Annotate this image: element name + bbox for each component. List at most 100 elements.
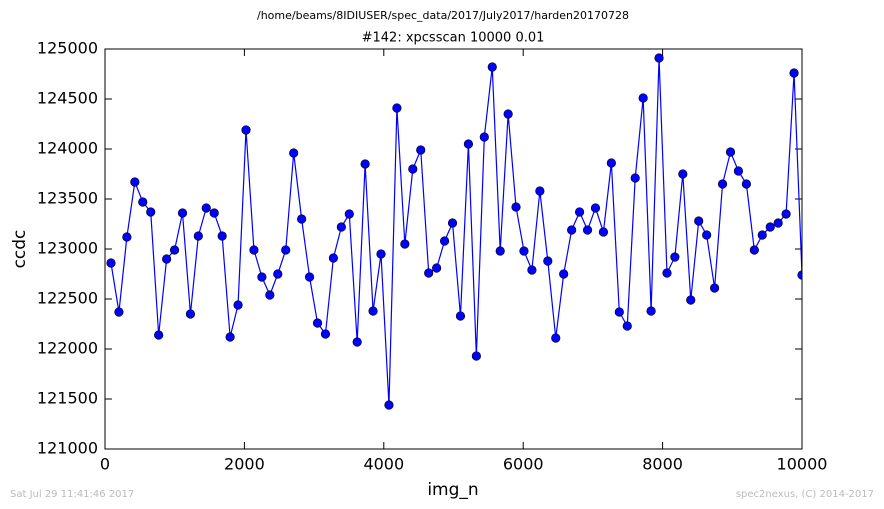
data-line	[110, 57, 802, 406]
data-point	[686, 295, 696, 305]
plot-frame	[104, 48, 803, 450]
data-point	[789, 68, 799, 78]
data-point	[344, 209, 354, 219]
data-point	[463, 139, 474, 149]
data-point	[233, 300, 243, 310]
data-point	[487, 62, 497, 72]
data-point	[114, 307, 124, 317]
data-point	[162, 254, 172, 264]
data-point	[654, 53, 664, 63]
data-point	[543, 256, 553, 266]
data-point	[384, 400, 394, 410]
data-point	[495, 246, 505, 256]
data-point	[217, 231, 227, 241]
data-point	[424, 268, 434, 278]
data-point	[614, 307, 624, 317]
data-point	[694, 216, 704, 226]
data-point	[511, 202, 521, 212]
x-tick-label: 4000	[363, 455, 404, 474]
data-point	[185, 309, 196, 319]
data-point	[297, 214, 307, 224]
data-point	[432, 263, 442, 273]
data-point	[169, 245, 180, 255]
data-point	[336, 222, 346, 232]
data-point	[646, 306, 656, 316]
data-point	[551, 333, 561, 343]
y-tick-label: 125000	[37, 39, 98, 58]
footer-left: Sat Jul 29 11:41:46 2017	[10, 489, 134, 500]
y-tick-label: 122000	[37, 339, 98, 358]
data-point	[265, 290, 275, 300]
y-tick-label: 124500	[37, 89, 98, 108]
y-tick-label: 121000	[37, 439, 98, 458]
footer-right: spec2nexus, (C) 2014-2017	[736, 489, 874, 500]
data-point	[273, 269, 283, 279]
data-point	[471, 351, 481, 361]
data-point	[312, 318, 323, 328]
data-point	[289, 148, 299, 158]
data-point	[717, 179, 728, 189]
data-point	[439, 236, 450, 246]
data-point	[193, 231, 203, 241]
data-point	[622, 321, 632, 331]
data-point	[257, 272, 267, 282]
data-point	[130, 177, 140, 187]
data-point	[733, 166, 744, 176]
y-axis-label: ccdc	[10, 230, 30, 269]
data-point	[567, 225, 577, 235]
data-point	[281, 245, 291, 255]
data-point	[519, 246, 529, 256]
data-point	[741, 179, 751, 189]
data-point	[749, 245, 759, 255]
data-point	[392, 103, 402, 113]
data-point	[598, 227, 609, 237]
data-point	[574, 207, 585, 217]
data-point	[241, 125, 251, 135]
data-point	[146, 207, 156, 217]
data-point	[590, 203, 601, 213]
data-point	[122, 232, 132, 242]
data-point	[535, 186, 545, 196]
data-point	[630, 173, 640, 183]
data-point	[368, 306, 378, 316]
y-tick-label: 124000	[37, 139, 98, 158]
data-point	[781, 209, 791, 219]
data-point	[328, 253, 339, 263]
x-tick-label: 10000	[777, 455, 828, 474]
data-point	[559, 269, 569, 279]
data-point	[408, 164, 418, 174]
x-tick-label: 0	[100, 455, 110, 474]
data-point	[757, 230, 767, 240]
x-tick-label: 2000	[224, 455, 265, 474]
data-point	[662, 268, 672, 278]
y-tick-label: 122500	[37, 289, 98, 308]
plot-area	[106, 53, 802, 410]
data-point	[670, 252, 680, 262]
y-tick-label: 121500	[37, 389, 98, 408]
data-point	[678, 169, 688, 179]
data-point	[582, 225, 593, 235]
data-point	[201, 203, 211, 213]
data-point	[225, 332, 235, 342]
data-point	[797, 270, 802, 280]
data-point	[503, 109, 513, 119]
data-point	[376, 249, 386, 259]
data-point	[702, 230, 712, 240]
data-point	[447, 218, 458, 228]
data-point	[455, 311, 466, 321]
chart-header: /home/beams/8IDIUSER/spec_data/2017/July…	[257, 9, 629, 22]
data-point	[249, 245, 259, 255]
data-point	[360, 159, 370, 169]
data-point	[527, 265, 537, 275]
data-point	[479, 132, 489, 142]
y-tick-label: 123500	[37, 189, 98, 208]
data-point	[177, 208, 188, 218]
data-point	[400, 239, 410, 249]
data-point	[725, 147, 736, 157]
data-point	[416, 145, 426, 155]
data-point	[154, 330, 164, 340]
x-tick-label: 8000	[642, 455, 683, 474]
y-tick-label: 123000	[37, 239, 98, 258]
